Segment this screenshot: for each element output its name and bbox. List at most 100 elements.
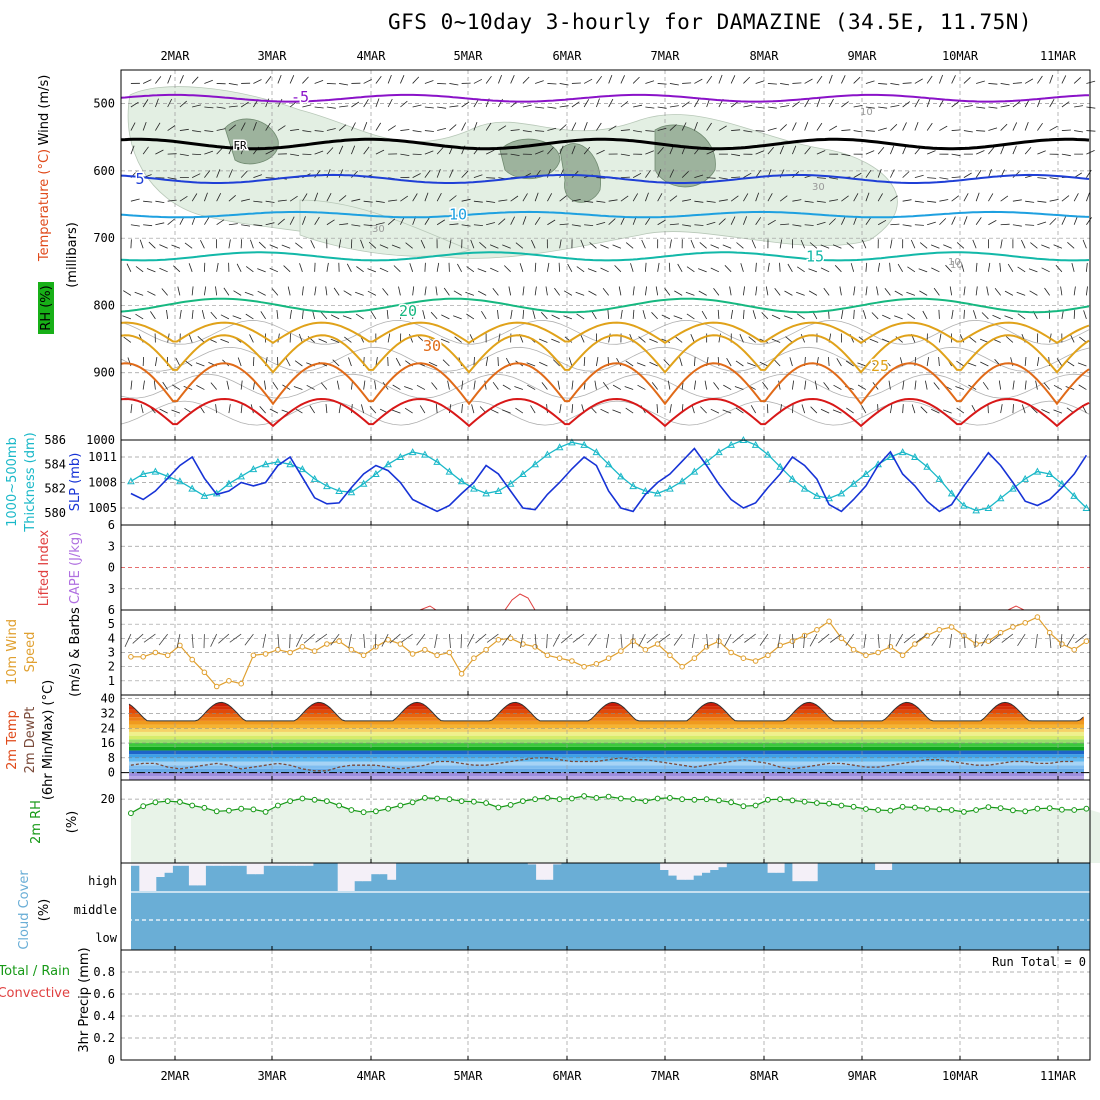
wind-barb [975, 262, 978, 272]
wind-barb [975, 169, 982, 178]
wind-barb [395, 357, 401, 367]
label-millibars: (millibars) [65, 222, 80, 288]
wind-barb [559, 83, 569, 86]
wind-barb [551, 314, 560, 320]
wind-speed-point [1083, 638, 1090, 645]
wind-barb [264, 380, 267, 390]
wind-barb [553, 359, 560, 367]
wind-barb [522, 286, 525, 296]
rh2m-point [458, 798, 465, 804]
wind-barb [1024, 78, 1034, 84]
wind-barb [608, 125, 617, 131]
wind-barb [497, 309, 499, 319]
temp-tick-label: 32 [101, 706, 115, 720]
wind-barb [631, 634, 634, 649]
wind-barb [184, 242, 193, 249]
wind-barb [473, 99, 479, 108]
wind-barb [310, 240, 316, 249]
rh2m-point [728, 799, 734, 806]
wind-barb [298, 333, 303, 343]
wind-barb [146, 268, 156, 273]
wind-barb [520, 634, 524, 648]
wind-barb [422, 310, 426, 320]
wind-speed-line [130, 616, 1087, 688]
wind-barb [228, 169, 233, 178]
wind-barb [792, 199, 802, 202]
thickness-point [127, 477, 135, 485]
wind-barb [955, 386, 965, 390]
wind-speed-point [373, 644, 379, 650]
wind-barb [755, 262, 757, 272]
wind-speed-point [814, 627, 820, 633]
rh2m-point [887, 807, 894, 814]
rh2m-point [1034, 805, 1041, 812]
wind-speed-point [287, 649, 293, 656]
wind-barb [539, 361, 548, 367]
wind-barb [914, 121, 919, 131]
wind-speed-point [936, 627, 943, 633]
wind-barb [596, 98, 600, 108]
isotherm-line [120, 334, 1090, 374]
wind-barb [902, 101, 911, 108]
thickness-point [666, 484, 674, 492]
wind-barb [657, 127, 667, 131]
rh2m-point [1083, 805, 1090, 812]
wind-barb [546, 634, 548, 649]
wind-barb [638, 633, 646, 647]
wind-barb [1061, 101, 1070, 108]
wind-barb [504, 265, 511, 273]
temp-color-band [129, 724, 1084, 729]
wind-barb [417, 336, 426, 343]
wind-barb [625, 407, 634, 414]
isotherm-line [120, 297, 1090, 314]
wind-barb [1001, 633, 1014, 643]
wind-barb [412, 309, 414, 319]
wind-barb [575, 291, 585, 296]
wind-barb [374, 380, 377, 390]
wind-barb [449, 169, 454, 178]
li-tick-label: 6 [108, 518, 115, 532]
wind-barb [583, 78, 593, 84]
wind-barb [1049, 177, 1059, 180]
thickness-point [225, 479, 233, 487]
wind-barb [514, 386, 524, 390]
wind-barb [191, 76, 199, 84]
wind-barb [657, 193, 663, 202]
thickness-point [519, 469, 527, 477]
wind-barb [1012, 224, 1022, 227]
wind-barb [949, 634, 953, 649]
rh2m-point [838, 802, 845, 809]
date-label-bottom: 7MAR [651, 1069, 681, 1083]
wind-barb [596, 177, 606, 179]
wind-barb [159, 267, 168, 273]
wind-barb [841, 216, 846, 225]
rh2m-point [667, 795, 673, 801]
dewpoint-line [130, 757, 1075, 772]
wind-barb [184, 360, 193, 367]
wind-speed-point [311, 648, 318, 654]
wind-barb [600, 244, 609, 249]
label-convective: Convective [0, 986, 70, 1001]
wind-barb [412, 76, 420, 84]
wind-barb [729, 286, 732, 296]
label-2m-rh: 2m RH [29, 800, 44, 844]
wind-barb [829, 177, 839, 180]
wind-barb [179, 195, 188, 202]
cloud-clear-bar [221, 863, 231, 866]
wind-barb [1061, 75, 1067, 84]
wind-barb [818, 633, 830, 644]
rh-contour-label: 10 [860, 107, 873, 118]
wind-barb [651, 382, 658, 390]
isotherm-label: 30 [423, 337, 441, 355]
wind-barb [424, 216, 431, 225]
wind-barb [388, 199, 398, 202]
wind-barb [755, 106, 765, 109]
wind-barb [276, 309, 279, 319]
rh2m-point [385, 805, 392, 812]
wind-barb [470, 239, 475, 249]
wind-barb [171, 384, 181, 390]
rh2m-point [471, 798, 477, 805]
wind-barb [571, 404, 574, 414]
wind-speed-point [164, 652, 171, 659]
wind-barb [461, 224, 471, 227]
